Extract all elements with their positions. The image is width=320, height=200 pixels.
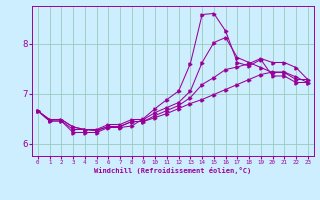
X-axis label: Windchill (Refroidissement éolien,°C): Windchill (Refroidissement éolien,°C) xyxy=(94,167,252,174)
